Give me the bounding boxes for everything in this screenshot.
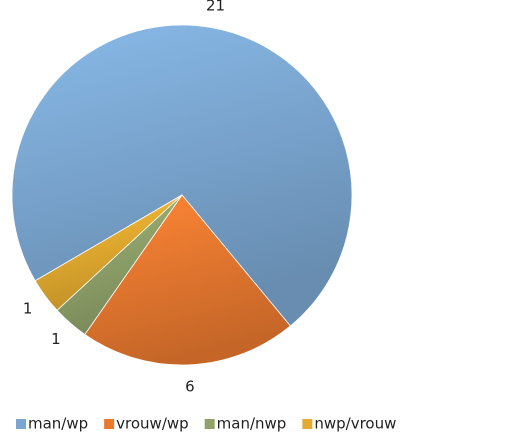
legend-swatch (204, 419, 215, 429)
legend-label: vrouw/wp (116, 415, 189, 433)
pie-slice (11, 24, 353, 327)
pie-slice (84, 194, 291, 366)
legend-swatch (16, 419, 26, 429)
legend-swatch (104, 419, 115, 429)
data-label: 1 (23, 300, 33, 318)
data-label: 1 (51, 330, 61, 348)
data-label: 21 (206, 0, 225, 14)
data-label: 6 (185, 377, 195, 395)
legend-label: nwp/vrouw (314, 415, 396, 433)
pie-slice (34, 194, 183, 311)
legend-label: man/wp (28, 415, 88, 433)
legend-swatch (302, 419, 313, 429)
legend-label: man/nwp (217, 415, 287, 433)
